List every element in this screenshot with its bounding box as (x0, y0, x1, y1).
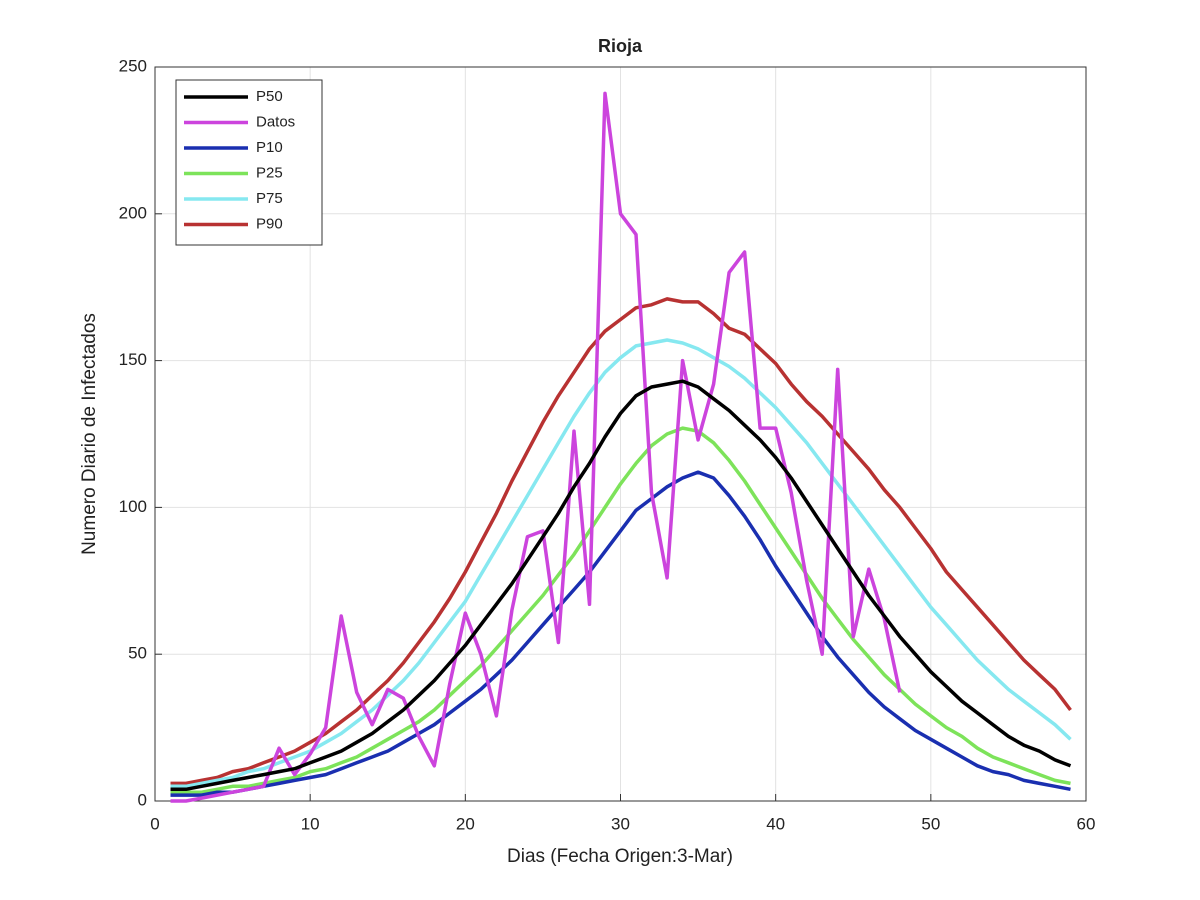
line-series (170, 426, 1071, 794)
x-tick-label: 60 (1077, 814, 1096, 833)
x-tick-label: 10 (301, 814, 320, 833)
line-series (170, 379, 1072, 792)
legend-label: P90 (256, 215, 283, 232)
line-series (170, 470, 1071, 797)
y-tick-label: 250 (119, 56, 147, 75)
legend-label: P75 (256, 190, 283, 207)
legend-label: P10 (256, 139, 283, 156)
x-tick-label: 30 (611, 814, 630, 833)
y-tick-label: 100 (119, 497, 147, 516)
plot-frame (154, 66, 1087, 802)
legend-label: P50 (256, 88, 283, 105)
y-tick-label: 200 (119, 203, 147, 222)
x-tick-label: 20 (456, 814, 475, 833)
legend-label: Datos (256, 113, 295, 130)
y-axis-label: Numero Diario de Infectados (79, 313, 100, 555)
legend-box (175, 79, 323, 246)
x-tick-label: 50 (921, 814, 940, 833)
x-axis-label: Dias (Fecha Origen:3-Mar) (507, 846, 733, 867)
x-tick-label: 40 (766, 814, 785, 833)
y-tick-label: 50 (128, 644, 147, 663)
line-series (170, 338, 1072, 789)
y-tick-label: 150 (119, 350, 147, 369)
legend-label: P25 (256, 164, 283, 181)
legend: P50 Datos P10 P25 P75 P90 (175, 79, 323, 246)
y-tick-label: 0 (138, 790, 147, 809)
chart-title: Rioja (598, 36, 643, 56)
x-tick-label: 0 (150, 814, 159, 833)
